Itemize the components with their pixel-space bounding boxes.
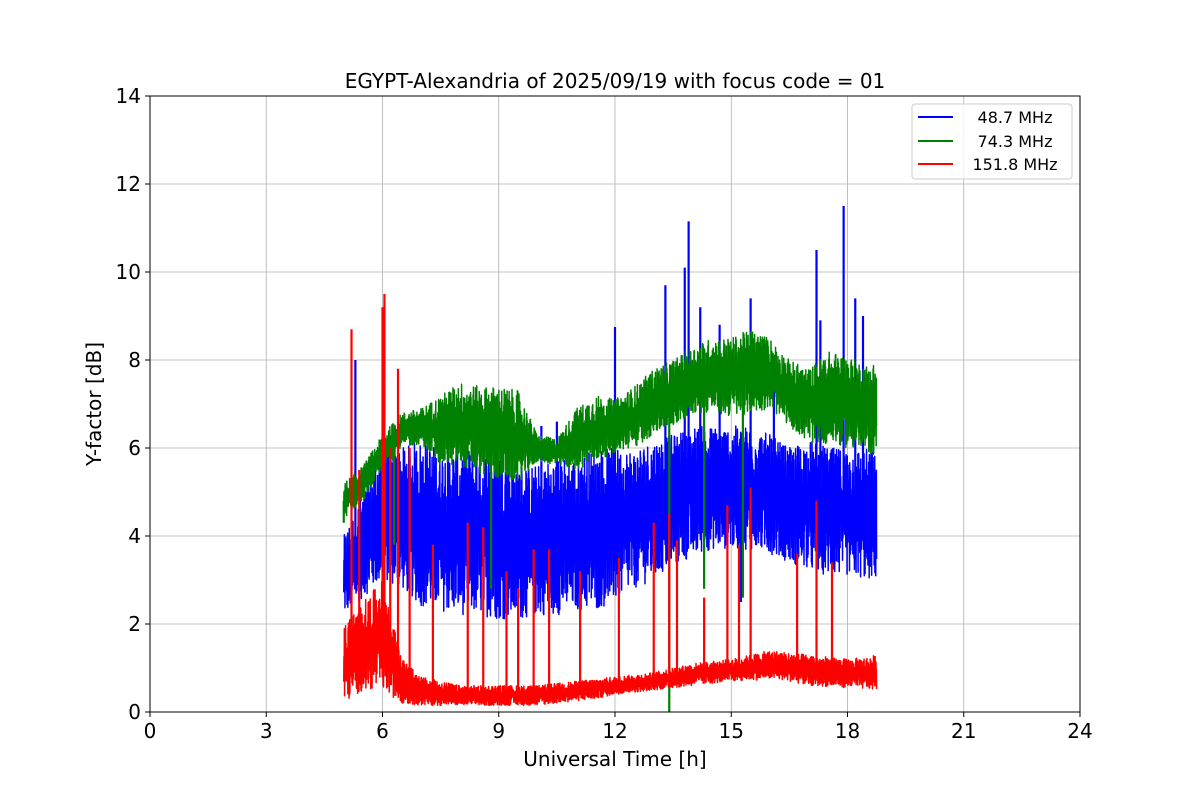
y-tick-label: 10 <box>116 260 141 284</box>
x-tick-label: 6 <box>376 719 389 743</box>
y-tick-label: 14 <box>116 84 141 108</box>
legend-entry-2: 151.8 MHz <box>918 155 1058 174</box>
legend-box <box>911 103 1073 180</box>
x-tick-label: 12 <box>602 719 627 743</box>
x-tick-label: 18 <box>835 719 860 743</box>
legend-label-0: 48.7 MHz <box>978 108 1053 127</box>
x-tick-label: 0 <box>144 719 157 743</box>
legend: 48.7 MHz 74.3 MHz 151.8 MHz <box>911 103 1073 180</box>
y-axis-label: Y-factor [dB] <box>82 342 106 467</box>
y-tick-label: 2 <box>128 612 141 636</box>
series-line <box>343 425 878 620</box>
x-axis-label: Universal Time [h] <box>523 747 706 771</box>
legend-label-1: 74.3 MHz <box>978 132 1053 151</box>
series-2 <box>343 294 878 707</box>
y-tick-label: 8 <box>128 348 141 372</box>
chart-title: EGYPT-Alexandria of 2025/09/19 with focu… <box>345 69 886 93</box>
plot-lines <box>342 206 878 712</box>
x-tick-label: 3 <box>260 719 273 743</box>
series-line <box>343 331 878 517</box>
x-tick-label: 9 <box>492 719 505 743</box>
legend-entry-1: 74.3 MHz <box>918 132 1052 151</box>
y-tick-label: 4 <box>128 524 141 548</box>
y-tick-label: 0 <box>128 700 141 724</box>
x-tick-label: 15 <box>719 719 744 743</box>
legend-label-2: 151.8 MHz <box>972 155 1057 174</box>
y-tick-label: 12 <box>116 172 141 196</box>
x-tick-label: 24 <box>1067 719 1092 743</box>
x-tick-label: 21 <box>951 719 976 743</box>
legend-entry-0: 48.7 MHz <box>918 108 1052 127</box>
y-tick-label: 6 <box>128 436 141 460</box>
